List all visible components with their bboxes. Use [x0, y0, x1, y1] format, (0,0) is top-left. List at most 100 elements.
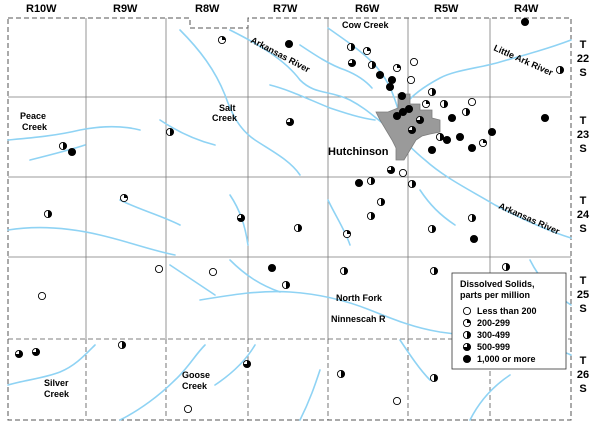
sample-point-28: [407, 125, 417, 135]
sample-point-49: [119, 193, 129, 203]
sample-point-16: [439, 99, 449, 109]
sample-point-26: [442, 135, 452, 145]
sample-point-27: [427, 145, 437, 155]
legend-title-line1: Dissolved Solids,: [460, 279, 535, 289]
sample-point-58: [339, 266, 349, 276]
silver-creek: [7, 344, 96, 386]
label-ninnescah: Ninnescah R: [331, 314, 386, 324]
legend-symbol-3: [462, 330, 472, 340]
label-arkansas-river-upper: Arkansas River: [249, 35, 312, 75]
range-label-r7w: R7W: [273, 3, 298, 15]
label-silver-creek-2: Creek: [44, 389, 70, 399]
sample-point-65: [242, 359, 252, 369]
label-north-fork: North Fork: [336, 293, 383, 303]
sample-point-19: [415, 115, 425, 125]
sample-point-7: [392, 63, 402, 73]
sample-point-56: [208, 267, 218, 277]
sample-point-39: [354, 178, 364, 188]
sample-point-50: [43, 209, 53, 219]
sample-point-35: [165, 127, 175, 137]
sample-point-33: [520, 17, 530, 27]
township-t22-s: S: [579, 67, 586, 79]
sample-point-20: [392, 111, 402, 121]
sample-point-40: [366, 176, 376, 186]
label-goose-creek-1: Goose: [182, 370, 210, 380]
hutchinson-city-area: [375, 93, 441, 161]
county-boundary: [7, 17, 572, 421]
sample-point-22: [404, 104, 414, 114]
legend-title-line2: parts per million: [460, 290, 530, 300]
sample-point-60: [501, 262, 511, 272]
legend-symbol-2: [462, 318, 472, 328]
label-peace-creek-1: Peace: [20, 111, 46, 121]
sample-point-63: [31, 347, 41, 357]
sample-point-23: [447, 113, 457, 123]
sample-point-55: [154, 264, 164, 274]
range-label-r4w: R4W: [514, 3, 539, 15]
sample-point-54: [267, 263, 277, 273]
range-labels: R10W R9W R8W R7W R6W R5W R4W: [26, 3, 539, 15]
township-t22-n: 22: [577, 53, 589, 65]
township-t24-n: 24: [577, 209, 590, 221]
legend-label-1: Less than 200: [477, 306, 537, 316]
sample-point-38: [67, 147, 77, 157]
sample-point-51: [236, 213, 246, 223]
sample-point-15: [421, 99, 431, 109]
label-goose-creek-2: Creek: [182, 381, 208, 391]
sample-point-70: [183, 404, 193, 414]
goose-creek: [119, 344, 206, 421]
sample-point-24: [435, 132, 445, 142]
salt-creek: [179, 29, 301, 176]
sample-point-59: [429, 266, 439, 276]
sample-point-46: [427, 224, 437, 234]
label-hutchinson: Hutchinson: [328, 146, 389, 158]
sample-point-10: [375, 70, 385, 80]
sample-point-34: [555, 65, 565, 75]
sample-point-68: [429, 373, 439, 383]
legend-label-2: 200-299: [477, 318, 510, 328]
sample-point-47: [467, 213, 477, 223]
sample-point-6: [367, 60, 377, 70]
township-26-grid: [8, 338, 571, 420]
township-t22-t: T: [580, 39, 587, 51]
township-t26-n: 26: [577, 369, 589, 381]
township-labels: T 22 S T 23 S T 24 S T 25 S T 26 S: [577, 39, 590, 395]
sample-point-3: [346, 42, 356, 52]
legend: Dissolved Solids, parts per million Less…: [451, 272, 567, 370]
township-t26-t: T: [580, 355, 587, 367]
sample-point-62: [14, 349, 24, 359]
legend-label-4: 500-999: [477, 342, 510, 352]
range-label-r5w: R5W: [434, 3, 459, 15]
sample-point-30: [467, 143, 477, 153]
legend-symbol-1: [462, 306, 472, 316]
township-t25-s: S: [579, 303, 586, 315]
sample-point-31: [478, 138, 488, 148]
legend-symbol-4: [462, 342, 472, 352]
sample-point-61: [37, 291, 47, 301]
sample-point-29: [487, 127, 497, 137]
label-silver-creek-1: Silver: [44, 378, 69, 388]
range-label-r6w: R6W: [355, 3, 380, 15]
sample-point-2: [284, 39, 294, 49]
sample-point-25: [455, 132, 465, 142]
sample-point-44: [376, 197, 386, 207]
sample-point-12: [385, 82, 395, 92]
label-peace-creek-2: Creek: [22, 122, 48, 132]
sample-point-67: [392, 396, 402, 406]
sample-point-17: [467, 97, 477, 107]
sample-point-64: [117, 340, 127, 350]
label-salt-creek-1: Salt: [219, 103, 236, 113]
sample-point-1: [217, 35, 227, 45]
legend-label-5: 1,000 or more: [477, 354, 536, 364]
sample-point-43: [407, 179, 417, 189]
sample-point-52: [293, 223, 303, 233]
sample-point-18: [461, 107, 471, 117]
township-t25-n: 25: [577, 289, 589, 301]
township-t23-t: T: [580, 115, 587, 127]
range-grid: [8, 18, 571, 339]
township-t26-s: S: [579, 383, 586, 395]
legend-box: [451, 272, 567, 370]
range-label-r10w: R10W: [26, 3, 57, 15]
legend-label-3: 300-499: [477, 330, 510, 340]
